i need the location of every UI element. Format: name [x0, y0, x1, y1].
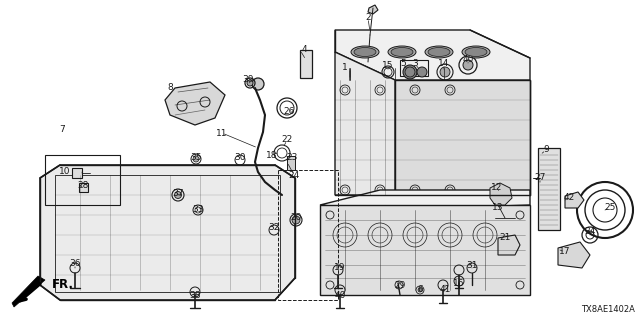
Text: FR.: FR. [52, 278, 74, 292]
Polygon shape [565, 192, 584, 208]
Text: 36: 36 [69, 260, 81, 268]
Text: 40: 40 [334, 292, 346, 300]
Polygon shape [320, 205, 530, 295]
Text: 4: 4 [301, 45, 307, 54]
Circle shape [292, 216, 300, 224]
Text: 14: 14 [438, 60, 450, 68]
Circle shape [463, 60, 473, 70]
Ellipse shape [351, 46, 379, 58]
Ellipse shape [425, 46, 453, 58]
Text: 5: 5 [400, 60, 406, 68]
Bar [538, 148, 560, 230]
Text: 29: 29 [394, 281, 406, 290]
Bar [287, 156, 295, 170]
Ellipse shape [354, 47, 376, 57]
Ellipse shape [388, 46, 416, 58]
Text: 22: 22 [282, 135, 292, 145]
Text: 38: 38 [189, 292, 201, 300]
Polygon shape [165, 82, 225, 125]
Text: 20: 20 [291, 213, 301, 222]
Polygon shape [12, 276, 45, 307]
Text: 10: 10 [60, 167, 71, 177]
Ellipse shape [428, 47, 450, 57]
Text: 28: 28 [77, 180, 89, 189]
Circle shape [403, 65, 417, 79]
Circle shape [175, 191, 182, 198]
Text: 23: 23 [286, 154, 298, 163]
Text: 32: 32 [268, 223, 280, 233]
Text: 42: 42 [563, 194, 575, 203]
Text: 30: 30 [234, 154, 246, 163]
Polygon shape [395, 80, 530, 195]
Circle shape [247, 80, 253, 86]
Polygon shape [320, 190, 530, 210]
Text: 39: 39 [243, 76, 253, 84]
Ellipse shape [462, 46, 490, 58]
Text: 35: 35 [190, 154, 202, 163]
Text: 8: 8 [167, 84, 173, 92]
Text: 27: 27 [534, 173, 546, 182]
Text: 6: 6 [417, 285, 423, 294]
Ellipse shape [391, 47, 413, 57]
Bar [45, 155, 120, 205]
Text: 40: 40 [462, 55, 474, 65]
Text: 2: 2 [365, 13, 371, 22]
Text: 11: 11 [216, 129, 228, 138]
Circle shape [417, 67, 427, 77]
Text: 19: 19 [334, 263, 346, 273]
Text: 7: 7 [59, 125, 65, 134]
Text: 25: 25 [604, 204, 616, 212]
Polygon shape [368, 5, 378, 14]
Polygon shape [335, 30, 530, 80]
Bar [300, 50, 312, 78]
Circle shape [193, 156, 199, 162]
Bar [72, 168, 82, 178]
Text: 24: 24 [289, 171, 300, 180]
Text: 37: 37 [172, 188, 184, 197]
Text: 1: 1 [342, 63, 348, 73]
Text: 34: 34 [584, 228, 596, 236]
Text: TX8AE1402A: TX8AE1402A [581, 305, 635, 314]
Polygon shape [498, 235, 520, 255]
Text: 17: 17 [559, 247, 571, 257]
Bar [400, 60, 428, 76]
Circle shape [440, 67, 450, 77]
Text: 18: 18 [266, 150, 278, 159]
Circle shape [252, 78, 264, 90]
Text: 15: 15 [382, 60, 394, 69]
Polygon shape [558, 242, 590, 268]
Text: 9: 9 [543, 146, 549, 155]
Text: 13: 13 [492, 204, 504, 212]
Bar [278, 170, 338, 300]
Text: 41: 41 [439, 285, 451, 294]
Text: 3: 3 [412, 60, 418, 68]
Text: 33: 33 [192, 205, 204, 214]
Polygon shape [490, 183, 512, 205]
Text: 16: 16 [453, 278, 465, 287]
Polygon shape [40, 165, 295, 300]
Text: 12: 12 [492, 183, 502, 193]
Text: 26: 26 [284, 108, 294, 116]
Polygon shape [335, 52, 395, 195]
Text: 31: 31 [467, 260, 477, 269]
Ellipse shape [465, 47, 487, 57]
Text: 21: 21 [499, 234, 511, 243]
Circle shape [418, 288, 422, 292]
Bar [79, 183, 88, 192]
